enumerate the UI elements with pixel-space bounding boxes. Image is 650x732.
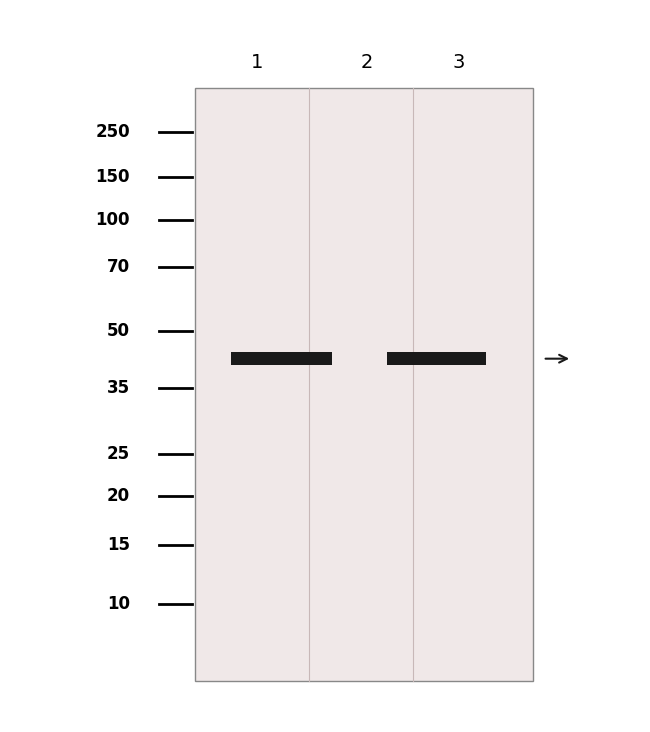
Text: 35: 35	[107, 379, 130, 397]
Text: 3: 3	[452, 53, 465, 72]
Text: 20: 20	[107, 488, 130, 505]
Bar	[231, 352, 332, 365]
Bar	[387, 352, 486, 365]
Text: 15: 15	[107, 537, 130, 554]
Text: 2: 2	[361, 53, 374, 72]
Text: 10: 10	[107, 595, 130, 613]
Text: 70: 70	[107, 258, 130, 276]
Text: 150: 150	[96, 168, 130, 186]
Text: 25: 25	[107, 445, 130, 463]
Text: 1: 1	[250, 53, 263, 72]
Text: 50: 50	[107, 322, 130, 340]
Bar	[195, 88, 533, 681]
Text: 250: 250	[96, 123, 130, 141]
Text: 100: 100	[96, 211, 130, 228]
